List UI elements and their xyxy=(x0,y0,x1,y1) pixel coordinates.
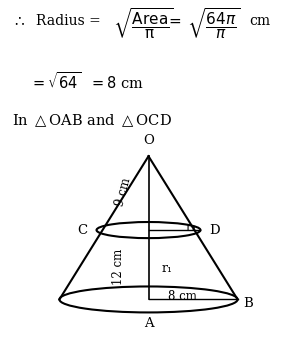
Text: $= \sqrt{64}$  $= 8$ cm: $= \sqrt{64}$ $= 8$ cm xyxy=(30,71,143,92)
Text: cm: cm xyxy=(249,14,271,28)
Text: C: C xyxy=(78,223,88,236)
Text: $\sqrt{\dfrac{\rm Area}{\pi}}$: $\sqrt{\dfrac{\rm Area}{\pi}}$ xyxy=(113,7,173,42)
Text: In $\triangle$OAB and $\triangle$OCD: In $\triangle$OAB and $\triangle$OCD xyxy=(12,113,172,129)
Text: O: O xyxy=(143,134,154,147)
Text: B: B xyxy=(244,297,253,310)
Text: $\sqrt{\dfrac{64\pi}{\pi}}$: $\sqrt{\dfrac{64\pi}{\pi}}$ xyxy=(187,7,241,42)
Text: r₁: r₁ xyxy=(162,262,173,275)
Text: A: A xyxy=(144,317,153,330)
Text: $=$: $=$ xyxy=(166,14,182,28)
Text: r₂: r₂ xyxy=(186,221,197,234)
Text: 12 cm: 12 cm xyxy=(112,249,125,285)
Text: D: D xyxy=(209,223,220,236)
Text: Radius =: Radius = xyxy=(36,14,100,28)
Text: 9 cm: 9 cm xyxy=(113,176,133,208)
Text: $\therefore$: $\therefore$ xyxy=(12,14,26,28)
Text: 8 cm: 8 cm xyxy=(168,290,197,303)
